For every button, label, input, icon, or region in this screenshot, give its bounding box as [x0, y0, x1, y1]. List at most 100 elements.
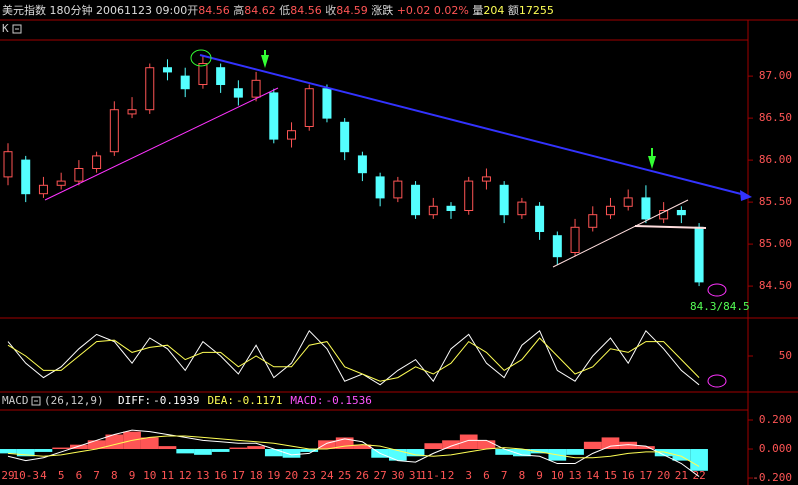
- symbol: 美元指数: [2, 4, 46, 17]
- histogram-bar: [459, 434, 478, 450]
- x-tick-label: 11: [161, 469, 174, 482]
- candle-body: [269, 92, 279, 140]
- field-label: 高: [233, 4, 245, 17]
- y-tick-label: 50: [779, 349, 792, 362]
- candle-body: [216, 67, 226, 86]
- histogram-bar: [583, 441, 602, 450]
- candle-body: [127, 109, 137, 115]
- x-tick-label: 23: [303, 469, 316, 482]
- date: 20061123: [96, 4, 152, 17]
- x-tick-label: 11-1: [420, 469, 447, 482]
- x-tick-label: 20: [657, 469, 670, 482]
- x-tick-label: 3: [465, 469, 472, 482]
- line: [7, 435, 700, 467]
- histogram-bar: [335, 437, 354, 450]
- x-tick-label: 29: [1, 469, 14, 482]
- x-tick-label: 9: [129, 469, 136, 482]
- histogram-bar: [211, 449, 230, 452]
- field-label: 收: [325, 4, 337, 17]
- x-tick-label: 16: [214, 469, 227, 482]
- field-value: 84.56: [198, 4, 230, 17]
- line: [7, 429, 700, 477]
- time: 09:00: [155, 4, 188, 17]
- candle-body: [162, 67, 172, 73]
- x-tick-label: 17: [232, 469, 245, 482]
- candle-body: [340, 121, 350, 153]
- histogram-bar: [495, 449, 514, 455]
- histogram-bar: [300, 449, 319, 452]
- y-tick-label: 85.50: [759, 195, 792, 208]
- x-tick-label: 24: [320, 469, 334, 482]
- readout-value: -0.1939: [153, 394, 199, 407]
- panel-label: K: [2, 22, 9, 35]
- histogram-bar: [566, 449, 584, 455]
- candle-body: [481, 176, 491, 182]
- x-tick-label: 19: [267, 469, 280, 482]
- x-tick-label: 9: [536, 469, 543, 482]
- y-tick-label: 86.50: [759, 111, 792, 124]
- histogram-bar: [194, 449, 212, 455]
- y-tick-label: 87.00: [759, 69, 792, 82]
- x-tick-label: 13: [568, 469, 581, 482]
- candle-body: [375, 176, 385, 199]
- histogram-bar: [406, 449, 425, 457]
- header: 美元指数 180分钟 20061123 09:00开84.56 高84.62 低…: [2, 2, 554, 18]
- collapse-box[interactable]: [31, 396, 41, 406]
- candle-body: [588, 214, 598, 228]
- x-tick-label: 5: [58, 469, 65, 482]
- candle-body: [464, 180, 474, 211]
- candle-body: [109, 109, 119, 153]
- x-tick-label: 10-3: [12, 469, 39, 482]
- histogram-bar: [442, 440, 460, 450]
- x-tick-label: 27: [373, 469, 386, 482]
- change-label: 涨跌: [371, 4, 394, 17]
- macd-title: MACD: [2, 394, 29, 407]
- histogram-bar: [158, 446, 177, 450]
- field-value: 84.59: [336, 4, 368, 17]
- candle-body: [517, 201, 527, 216]
- candle-body: [180, 75, 190, 90]
- candle-body: [411, 184, 421, 216]
- candle-body: [21, 159, 31, 195]
- frame: [0, 19, 798, 485]
- histogram-bar: [176, 449, 195, 454]
- candle-body: [233, 88, 243, 98]
- x-tick-label: 17: [639, 469, 652, 482]
- readout-label: MACD:: [290, 394, 323, 407]
- histogram-bar: [87, 440, 106, 450]
- histogram-bar: [530, 449, 549, 454]
- readout-value: -0.1171: [236, 394, 282, 407]
- x-tick-label: 16: [622, 469, 635, 482]
- x-tick-label: 21: [675, 469, 688, 482]
- candle-body: [676, 209, 686, 216]
- readout-label: DIFF:: [118, 394, 151, 407]
- volume-label: 量: [472, 4, 484, 17]
- field-label: 低: [279, 4, 291, 17]
- candle-body: [446, 205, 456, 211]
- candle-body: [92, 155, 102, 170]
- candle-body: [74, 168, 84, 182]
- x-tick-label: 2: [448, 469, 455, 482]
- histogram-bar: [619, 441, 638, 450]
- x-tick-label: 10: [143, 469, 156, 482]
- change-pct: 0.02%: [433, 4, 469, 17]
- x-tick-label: 8: [111, 469, 118, 482]
- macd-params: (26,12,9): [44, 394, 104, 407]
- x-tick-label: 30: [391, 469, 404, 482]
- x-tick-label: 12: [179, 469, 192, 482]
- histogram-bar: [672, 449, 691, 461]
- field-label: 开: [187, 4, 199, 17]
- histogram-bar: [513, 449, 531, 457]
- x-tick-label: 26: [356, 469, 369, 482]
- readout-value: -0.1536: [325, 394, 371, 407]
- histogram-bar: [424, 443, 443, 450]
- collapse-box[interactable]: [12, 24, 22, 34]
- fields: 开84.56 高84.62 低84.56 收84.59: [187, 4, 371, 17]
- x-tick-label: 15: [604, 469, 617, 482]
- candle-body: [198, 63, 208, 86]
- histogram-bar: [601, 437, 620, 450]
- candle-body: [428, 205, 438, 216]
- candle-body: [357, 155, 367, 174]
- histogram-bar: [654, 449, 673, 457]
